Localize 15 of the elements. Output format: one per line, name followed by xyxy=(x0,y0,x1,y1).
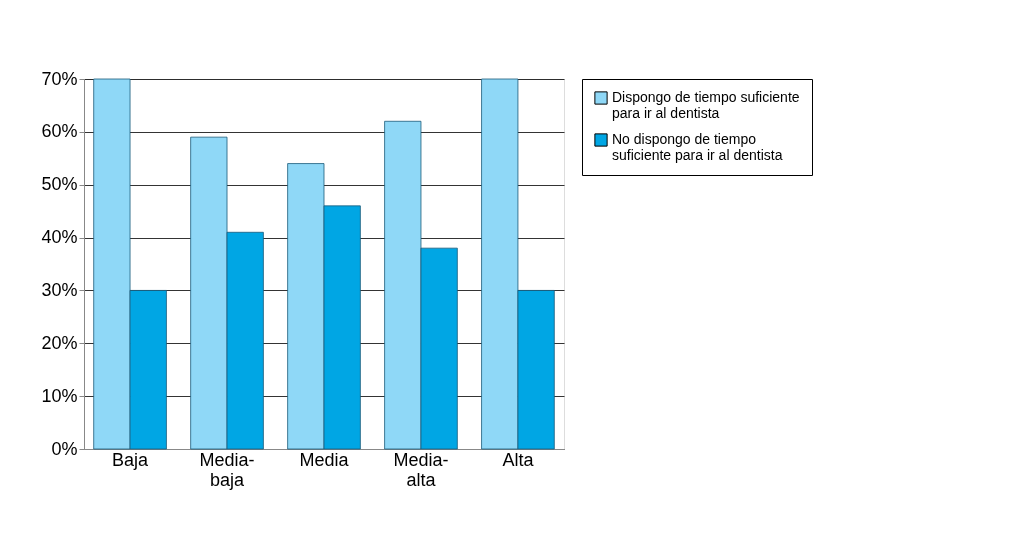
y-tick-label: 60% xyxy=(41,121,78,142)
y-tick-label: 20% xyxy=(41,332,78,353)
x-tick-label: Baja xyxy=(112,449,150,470)
x-tick-label: Media xyxy=(299,449,350,470)
legend-label: Dispongo de tiempo suficiente para ir al dentista xyxy=(612,89,800,121)
y-tick-label: 10% xyxy=(41,385,78,406)
y-tick-label: 30% xyxy=(41,279,78,300)
y-tick-label: 70% xyxy=(41,68,78,89)
y-tick-label: 50% xyxy=(41,174,78,195)
y-tick-label: 40% xyxy=(41,227,78,248)
x-tick-label: Media-baja xyxy=(199,449,255,490)
y-tick-label: 0% xyxy=(51,438,78,459)
legend-label: No dispongo de tiempo suficiente para ir al dentista xyxy=(612,131,783,163)
x-tick-label: Alta xyxy=(502,449,535,470)
x-tick-label: Media-alta xyxy=(393,449,449,490)
